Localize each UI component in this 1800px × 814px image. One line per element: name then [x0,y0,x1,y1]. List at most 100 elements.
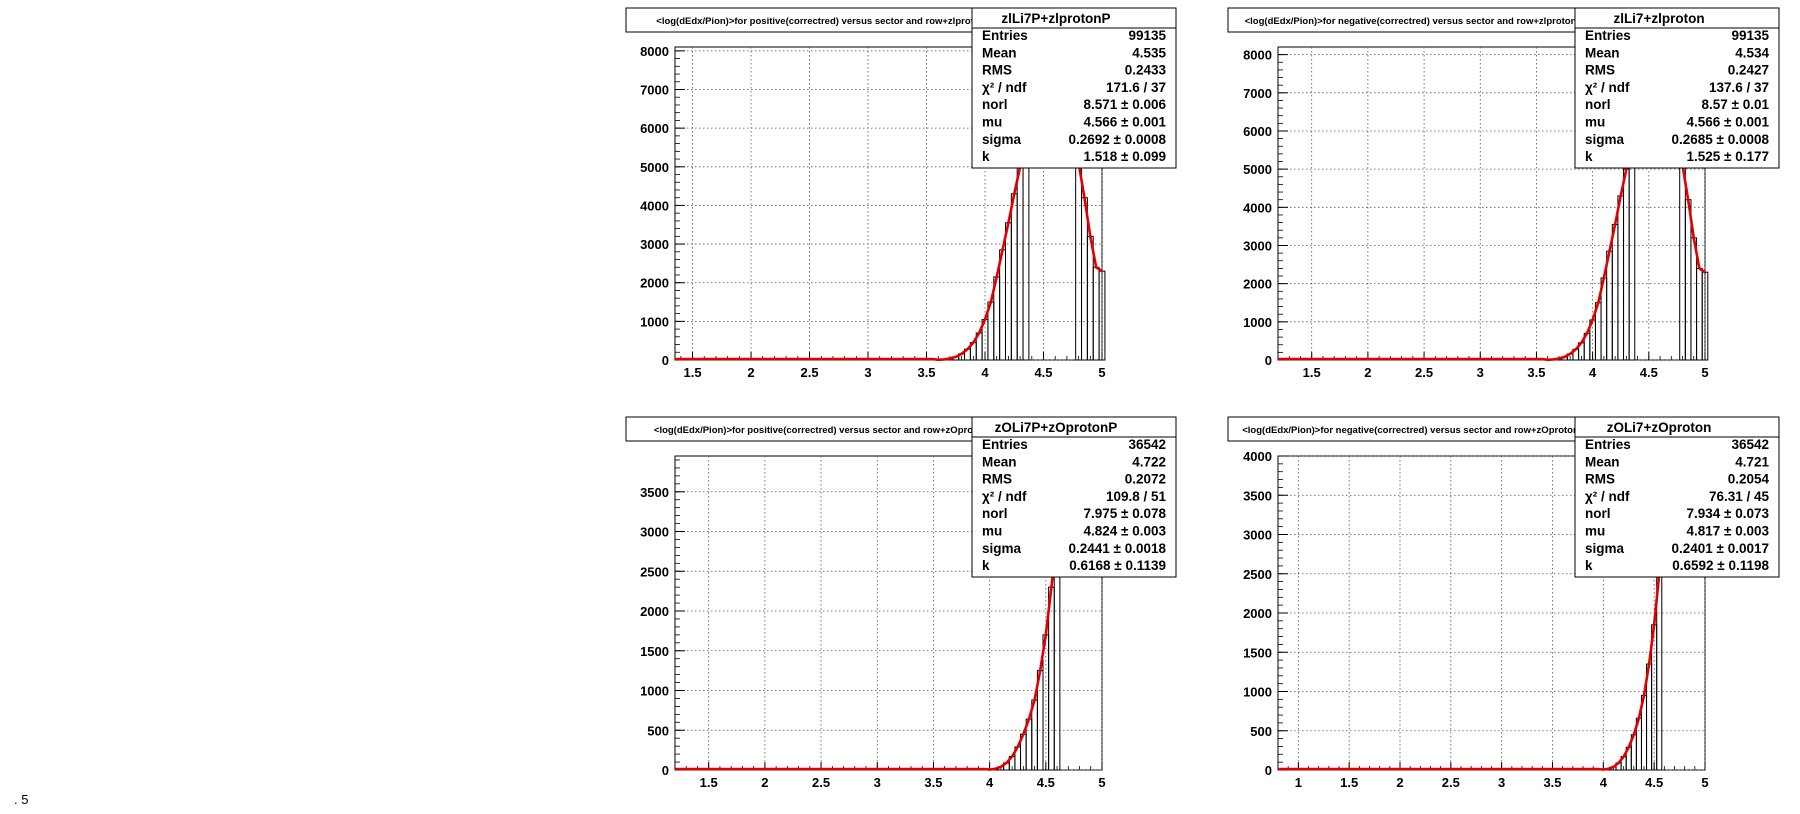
x-tick-label: 2.5 [800,365,818,380]
stats-value: 0.2054 [1728,472,1770,487]
stats-value: 0.2685 ± 0.0008 [1672,132,1770,147]
fit-curve [1278,144,1706,362]
y-tick-label: 4000 [640,198,669,213]
title-box [1227,7,1594,33]
stats-label: sigma [1585,132,1625,147]
stats-label: Mean [1585,454,1620,469]
stats-label: Entries [1585,28,1631,43]
stats-value: 4.566 ± 0.001 [1084,115,1167,130]
stats-value: 0.2692 ± 0.0008 [1069,132,1167,147]
stats-value: 0.2401 ± 0.0017 [1672,541,1770,556]
stats-label: k [982,149,990,164]
x-tick-label: 3 [1498,775,1505,790]
y-tick-label: 4000 [1243,200,1272,215]
title-box [1227,416,1594,442]
x-tick-label: 2 [1396,775,1403,790]
stats-value: 4.722 [1132,454,1166,469]
stats-value: 4.535 [1132,45,1166,60]
x-tick-label: 4 [1589,365,1597,380]
stats-box [971,416,1177,578]
stats-value: 7.975 ± 0.078 [1084,506,1167,521]
stats-hist-name: zOLi7+zOproton [1607,420,1712,435]
stats-value: 1.518 ± 0.099 [1084,149,1166,164]
stats-label: Entries [1585,437,1631,452]
chart-title: <log(dEdx/Pion)>for positive(correctred)… [654,425,995,436]
stats-value: 7.934 ± 0.073 [1687,506,1770,521]
y-tick-label: 7000 [1243,86,1272,101]
stats-value: 109.8 / 51 [1106,489,1167,504]
stats-label: sigma [982,541,1022,556]
chart-panel-2: 1.5 2 2.5 3 3.5 4 4.5 5 0 1000 2000 3000 4000 5000 600… [1227,7,1780,380]
stats-label: Mean [982,45,1017,60]
stats-value: 4.566 ± 0.001 [1687,115,1770,130]
y-tick-label: 0 [662,353,669,368]
x-tick-label: 2.5 [1442,775,1460,790]
x-tick-label: 5 [1701,365,1708,380]
x-tick-label: 1.5 [684,365,702,380]
stats-label: norl [1585,97,1611,112]
x-tick-label: 2 [747,365,754,380]
stats-box [971,7,1177,169]
y-tick-label: 1500 [1243,645,1272,660]
stats-value: 8.57 ± 0.01 [1702,97,1770,112]
stats-label: Mean [1585,45,1620,60]
y-tick-label: 2000 [1243,277,1272,292]
title-box [625,416,1023,442]
stats-value: 8.571 ± 0.006 [1084,97,1167,112]
y-tick-label: 1000 [1243,685,1272,700]
stats-label: mu [1585,115,1605,130]
stats-value: 0.2441 ± 0.0018 [1069,541,1167,556]
stats-label: RMS [1585,63,1615,78]
y-tick-label: 3500 [1243,488,1272,503]
stats-value: 1.525 ± 0.177 [1687,149,1769,164]
fit-curve [675,142,1103,362]
stats-box [1574,416,1780,578]
x-tick-label: 1 [1295,775,1302,790]
y-tick-label: 2500 [1243,567,1272,582]
y-tick-label: 8000 [640,44,669,59]
x-tick-label: 1.5 [1303,365,1321,380]
stats-value: 99135 [1731,28,1769,43]
stats-label: Entries [982,437,1028,452]
x-tick-label: 3 [1477,365,1484,380]
stats-label: χ² / ndf [1585,489,1630,504]
x-tick-label: 5 [1701,775,1708,790]
x-tick-label: 1.5 [1340,775,1358,790]
y-tick-label: 0 [1265,353,1272,368]
y-tick-label: 3000 [640,525,669,540]
stats-value: 0.6592 ± 0.1198 [1672,558,1769,573]
y-tick-label: 1000 [1243,315,1272,330]
stats-hist-name: zOLi7P+zOprotonP [995,420,1118,435]
y-tick-label: 6000 [1243,124,1272,139]
y-tick-label: 0 [1265,763,1272,778]
stats-label: χ² / ndf [982,80,1027,95]
y-tick-label: 1000 [640,314,669,329]
stats-label: norl [982,506,1008,521]
y-tick-label: 1500 [640,644,669,659]
stats-label: RMS [982,63,1012,78]
stats-value: 137.6 / 37 [1709,80,1769,95]
y-tick-label: 2000 [1243,606,1272,621]
stats-value: 0.2427 [1728,63,1769,78]
stats-hist-name: zlLi7P+zlprotonP [1001,11,1110,26]
y-tick-label: 3500 [640,485,669,500]
y-tick-label: 3000 [640,237,669,252]
y-tick-label: 500 [1250,724,1272,739]
stats-label: norl [982,97,1008,112]
title-box [625,7,1023,33]
x-tick-label: 4.5 [1640,365,1658,380]
y-tick-label: 5000 [1243,162,1272,177]
stats-box [1574,7,1780,169]
y-tick-label: 2000 [640,604,669,619]
fit-curve [675,535,1059,771]
x-tick-label: 4.5 [1034,365,1052,380]
y-tick-label: 500 [647,723,669,738]
x-tick-label: 2.5 [1415,365,1433,380]
stray-mark: . 5 [14,792,29,807]
stats-value: 76.31 / 45 [1709,489,1770,504]
x-tick-label: 3.5 [924,775,942,790]
chart-title: <log(dEdx/Pion)>for negative(correctred)… [1245,16,1577,27]
x-tick-label: 2 [1364,365,1371,380]
x-tick-label: 4 [981,365,989,380]
